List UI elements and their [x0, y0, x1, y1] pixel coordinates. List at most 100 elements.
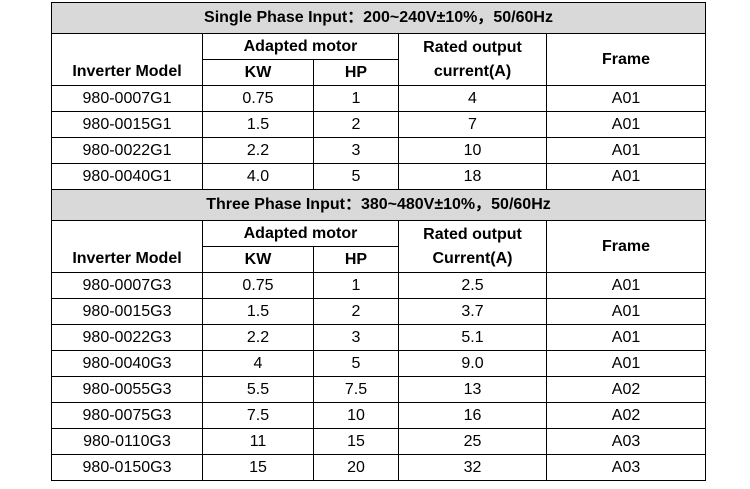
frame-cell: A02 — [545, 376, 707, 403]
hp-cell: 1 — [313, 272, 399, 299]
table-row: 980-0007G3 0.75 1 2.5 A01 — [51, 272, 707, 299]
three-header-row: Inverter Model Adapted motor Rated output C… — [51, 220, 707, 273]
frame-cell: A01 — [545, 163, 707, 190]
current-cell: 16 — [398, 402, 547, 429]
hp-cell: 2 — [313, 298, 399, 325]
table-row: 980-0040G1 4.0 5 18 A01 — [51, 163, 707, 190]
frame-cell: A03 — [545, 454, 707, 481]
current-cell: 10 — [398, 137, 547, 164]
inverter-model-header: Inverter Model — [51, 220, 203, 273]
model-cell: 980-0040G1 — [51, 163, 203, 190]
kw-cell: 4 — [202, 350, 314, 377]
kw-cell: 0.75 — [202, 85, 314, 112]
three-title-row: Three Phase Input：380~480V±10%，50/60Hz — [50, 189, 707, 221]
table-row: 980-0055G3 5.5 7.5 13 A02 — [51, 376, 707, 403]
single-header-row: Inverter Model Adapted motor Rated output c… — [51, 33, 707, 86]
kw-cell: 4.0 — [202, 163, 314, 190]
kw-cell: 1.5 — [202, 298, 314, 325]
model-cell: 980-0015G3 — [51, 298, 203, 325]
table-row: 980-0110G3 11 15 25 A03 — [51, 428, 707, 455]
frame-header: Frame — [545, 33, 707, 86]
three-subheader-row: KW HP — [52, 246, 706, 273]
kw-cell: 15 — [202, 454, 314, 481]
model-cell: 980-0055G3 — [51, 376, 203, 403]
current-cell: 2.5 — [398, 272, 547, 299]
model-cell: 980-0150G3 — [51, 454, 203, 481]
hp-cell: 10 — [313, 402, 399, 429]
model-cell: 980-0007G1 — [51, 85, 203, 112]
table-row: 980-0150G3 15 20 32 A03 — [51, 454, 707, 481]
kw-cell: 1.5 — [202, 111, 314, 138]
kw-header: KW — [202, 246, 314, 273]
frame-cell: A01 — [545, 111, 707, 138]
model-cell: 980-0075G3 — [51, 402, 203, 429]
model-cell: 980-0007G3 — [51, 272, 203, 299]
table-row: 980-0040G3 4 5 9.0 A01 — [51, 350, 707, 377]
frame-cell: A01 — [545, 137, 707, 164]
kw-cell: 2.2 — [202, 137, 314, 164]
table-row: 980-0075G3 7.5 10 16 A02 — [51, 402, 707, 429]
frame-cell: A01 — [545, 85, 707, 112]
three-phase-title: Three Phase Input：380~480V±10%，50/60Hz — [50, 189, 707, 221]
current-cell: 9.0 — [398, 350, 547, 377]
frame-cell: A01 — [545, 272, 707, 299]
current-cell: 13 — [398, 376, 547, 403]
single-title-row: Single Phase Input：200~240V±10%，50/60Hz — [50, 2, 707, 34]
hp-cell: 5 — [313, 163, 399, 190]
hp-header: HP — [313, 246, 399, 273]
kw-cell: 7.5 — [202, 402, 314, 429]
hp-cell: 7.5 — [313, 376, 399, 403]
frame-cell: A01 — [545, 350, 707, 377]
kw-cell: 0.75 — [202, 272, 314, 299]
kw-header: KW — [202, 59, 314, 86]
rated-output-line-2: current(A) — [433, 62, 512, 80]
frame-cell: A02 — [545, 402, 707, 429]
kw-cell: 2.2 — [202, 324, 314, 351]
single-subheader-row: KW HP — [52, 59, 706, 86]
current-cell: 5.1 — [398, 324, 547, 351]
rated-output-line-1: Rated output — [423, 38, 522, 56]
rated-output-line-1: Rated output — [423, 225, 522, 243]
rated-output-line-2: Current(A) — [432, 249, 513, 267]
table-row: 980-0022G1 2.2 3 10 A01 — [51, 137, 707, 164]
current-cell: 7 — [398, 111, 547, 138]
hp-cell: 3 — [313, 137, 399, 164]
current-cell: 4 — [398, 85, 547, 112]
hp-cell: 5 — [313, 350, 399, 377]
kw-cell: 5.5 — [202, 376, 314, 403]
frame-cell: A03 — [545, 428, 707, 455]
hp-cell: 3 — [313, 324, 399, 351]
inverter-model-header-label: Inverter Model — [72, 250, 182, 267]
hp-header: HP — [313, 59, 399, 86]
model-cell: 980-0022G3 — [51, 324, 203, 351]
table-row: 980-0015G3 1.5 2 3.7 A01 — [51, 298, 707, 325]
kw-cell: 11 — [202, 428, 314, 455]
adapted-motor-header: Adapted motor — [202, 220, 399, 247]
single-phase-title: Single Phase Input：200~240V±10%，50/60Hz — [50, 2, 707, 34]
rated-output-header: Rated output current(A) — [398, 33, 547, 86]
current-cell: 18 — [398, 163, 547, 190]
current-cell: 25 — [398, 428, 547, 455]
frame-header: Frame — [545, 220, 707, 273]
table-row: 980-0007G1 0.75 1 4 A01 — [51, 85, 707, 112]
model-cell: 980-0110G3 — [51, 428, 203, 455]
inverter-model-header-label: Inverter Model — [72, 63, 182, 80]
hp-cell: 15 — [313, 428, 399, 455]
model-cell: 980-0040G3 — [51, 350, 203, 377]
frame-cell: A01 — [545, 298, 707, 325]
inverter-spec-table: Single Phase Input：200~240V±10%，50/60Hz I… — [50, 2, 707, 481]
model-cell: 980-0022G1 — [51, 137, 203, 164]
hp-cell: 2 — [313, 111, 399, 138]
table-body: Single Phase Input：200~240V±10%，50/60Hz I… — [50, 2, 707, 481]
table-row: 980-0022G3 2.2 3 5.1 A01 — [51, 324, 707, 351]
model-cell: 980-0015G1 — [51, 111, 203, 138]
current-cell: 3.7 — [398, 298, 547, 325]
rated-output-header: Rated output Current(A) — [398, 220, 547, 273]
hp-cell: 1 — [313, 85, 399, 112]
inverter-model-header: Inverter Model — [51, 33, 203, 86]
table-row: 980-0015G1 1.5 2 7 A01 — [51, 111, 707, 138]
current-cell: 32 — [398, 454, 547, 481]
adapted-motor-header: Adapted motor — [202, 33, 399, 60]
frame-cell: A01 — [545, 324, 707, 351]
hp-cell: 20 — [313, 454, 399, 481]
